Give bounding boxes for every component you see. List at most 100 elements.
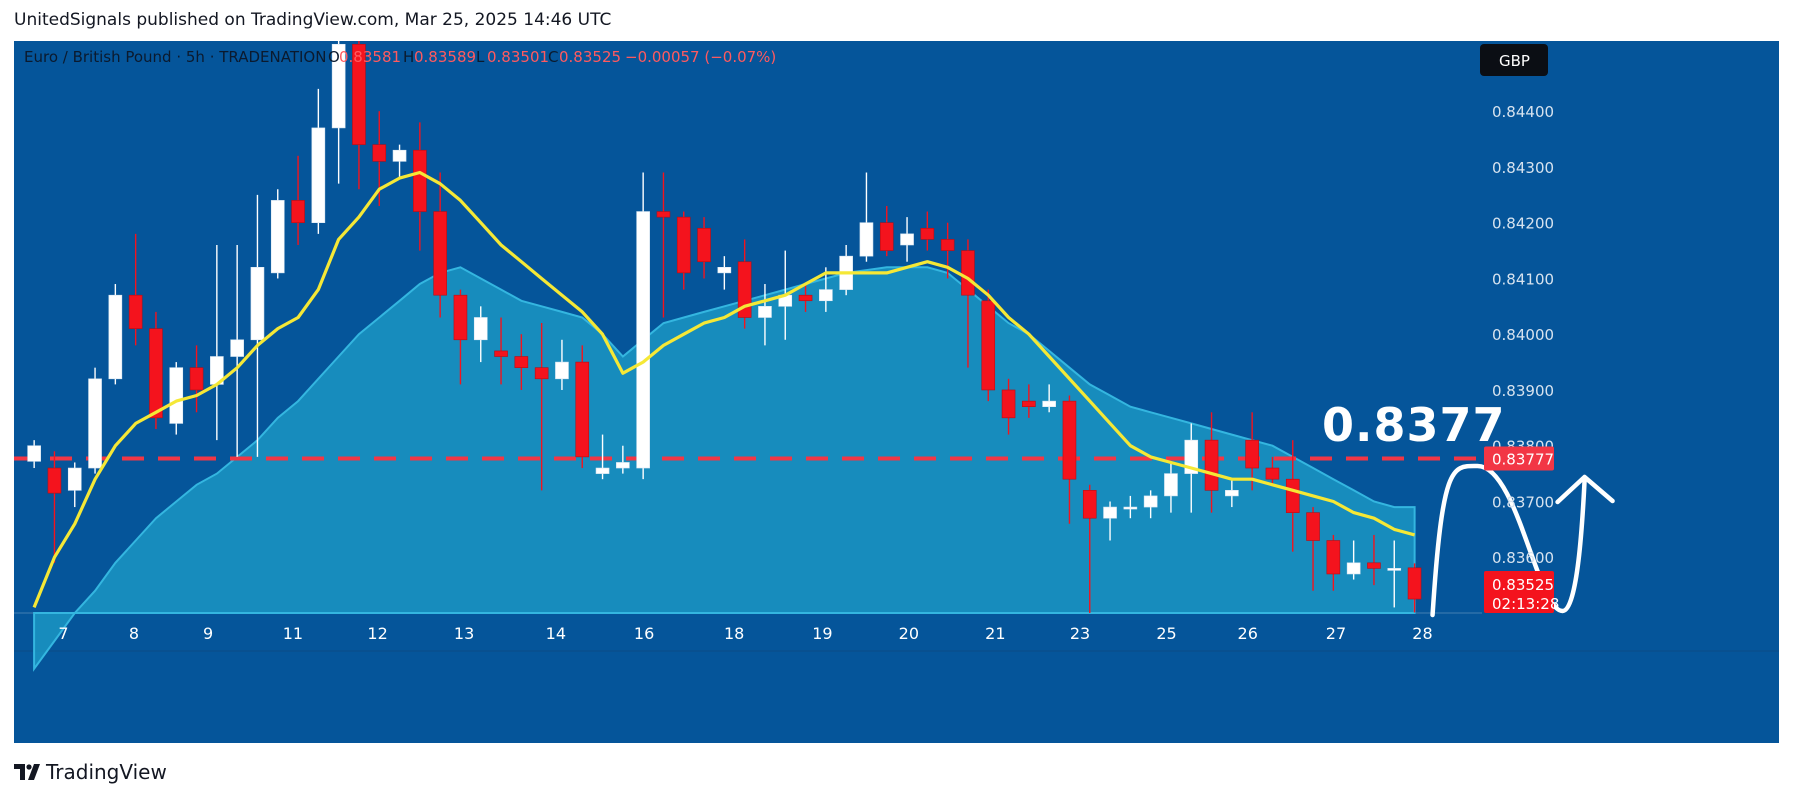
x-tick-label: 12 [367,624,387,643]
candle-body[interactable] [656,211,671,218]
candle-body[interactable] [1326,540,1341,575]
candle-body[interactable] [595,467,610,474]
last-price-tag [1484,571,1554,614]
candle-body[interactable] [1367,562,1381,569]
candle-body[interactable] [1123,506,1138,510]
candle-body[interactable] [859,222,874,257]
x-tick-label: 23 [1070,624,1090,643]
candle-body[interactable] [555,361,569,380]
projection-arrow-head [1555,474,1615,505]
last-price-value: 0.83525 [1492,576,1554,594]
candle-body[interactable] [149,328,163,419]
candle-body[interactable] [1285,478,1300,513]
candle-body[interactable] [1407,567,1422,600]
candle-body[interactable] [1184,439,1199,474]
projection-arrow [1430,463,1587,618]
candle-body[interactable] [717,267,732,274]
currency-badge-label: GBP [1499,52,1530,70]
candle-body[interactable] [1042,400,1056,407]
candle-body[interactable] [27,445,41,462]
candle-body[interactable] [819,289,833,302]
x-tick-label: 13 [454,624,474,643]
candle-body[interactable] [1265,467,1280,480]
band-area [33,266,1416,672]
candle-body[interactable] [900,233,914,246]
candle-body[interactable] [372,144,387,162]
level-price-tag [1484,446,1554,471]
x-tick-label: 18 [724,624,744,643]
y-tick-label: 0.84300 [1492,159,1554,177]
tradingview-logo[interactable]: TradingView [14,760,167,784]
candle-body[interactable] [47,467,62,494]
x-tick-label: 26 [1238,624,1258,643]
candle-body[interactable] [1001,389,1016,419]
candle-body[interactable] [311,127,326,223]
currency-badge[interactable] [1480,44,1548,76]
candle-body[interactable] [108,294,123,380]
header-o-value: 0.83581 [339,48,401,66]
candle-body[interactable] [453,294,468,341]
candle-body[interactable] [798,294,813,302]
x-tick-label: 25 [1156,624,1176,643]
header-h-value: 0.83589 [414,48,476,66]
x-tick-label: 11 [283,624,303,643]
candle-body[interactable] [961,250,975,296]
candle-body[interactable] [1164,473,1178,497]
candle-body[interactable] [879,222,894,251]
candle-body[interactable] [758,306,772,318]
y-tick-label: 0.84100 [1492,270,1554,288]
candle-body[interactable] [270,200,285,274]
candle-body[interactable] [1062,400,1077,480]
target-price-label: 0.8377 [1322,398,1506,452]
candle-body[interactable] [291,200,305,223]
x-tick-label: 28 [1412,624,1432,643]
candle-body[interactable] [697,227,711,263]
candle-body[interactable] [392,149,407,162]
candle-body[interactable] [88,378,102,469]
candle-body[interactable] [169,367,184,424]
y-tick-label: 0.84400 [1492,103,1554,121]
candle-body[interactable] [920,227,935,240]
header-h-label: H [403,48,414,66]
candle-body[interactable] [737,261,752,318]
candle-body[interactable] [981,300,996,391]
candle-body[interactable] [473,317,488,341]
y-tick-label: 0.83700 [1492,493,1554,511]
candle-body[interactable] [1143,495,1158,508]
candle-body[interactable] [1245,439,1259,469]
candle-body[interactable] [940,239,955,251]
candle-body[interactable] [189,367,204,391]
ema-line [32,170,1416,609]
candle-body[interactable] [1306,512,1320,541]
candle-body[interactable] [250,267,265,341]
candle-body[interactable] [331,43,346,129]
candle-body[interactable] [514,356,529,368]
candle-body[interactable] [1387,568,1402,571]
header-l-label: L [476,48,485,66]
candle-body[interactable] [67,467,82,491]
candle-body[interactable] [230,339,244,357]
candle-body[interactable] [1022,400,1036,407]
candle-body[interactable] [1204,439,1219,491]
candle-body[interactable] [1225,490,1239,497]
y-tick-label: 0.83600 [1492,549,1554,567]
header-o-label: O [328,48,340,66]
candle-body[interactable] [575,361,590,458]
candle-body[interactable] [352,43,366,145]
candle-body[interactable] [1103,506,1117,519]
candle-body[interactable] [616,462,630,469]
candle-body[interactable] [534,367,549,380]
candle-body[interactable] [636,211,650,469]
candle-body[interactable] [128,294,143,329]
candle-body[interactable] [413,149,427,212]
header-change: −0.00057 (−0.07%) [625,48,776,66]
level-price-tag-label: 0.83777 [1492,451,1554,469]
price-axis-panel [1474,41,1779,651]
candlestick-chart[interactable]: 0.8377 0.84400 0.84300 0.84200 0.84100 0.8400… [14,41,1779,743]
candle-body[interactable] [433,211,447,296]
candle-body[interactable] [1346,562,1361,575]
candle-body[interactable] [494,350,508,357]
candle-body[interactable] [676,216,691,274]
y-tick-label: 0.83900 [1492,382,1554,400]
candle-body[interactable] [1082,490,1097,519]
